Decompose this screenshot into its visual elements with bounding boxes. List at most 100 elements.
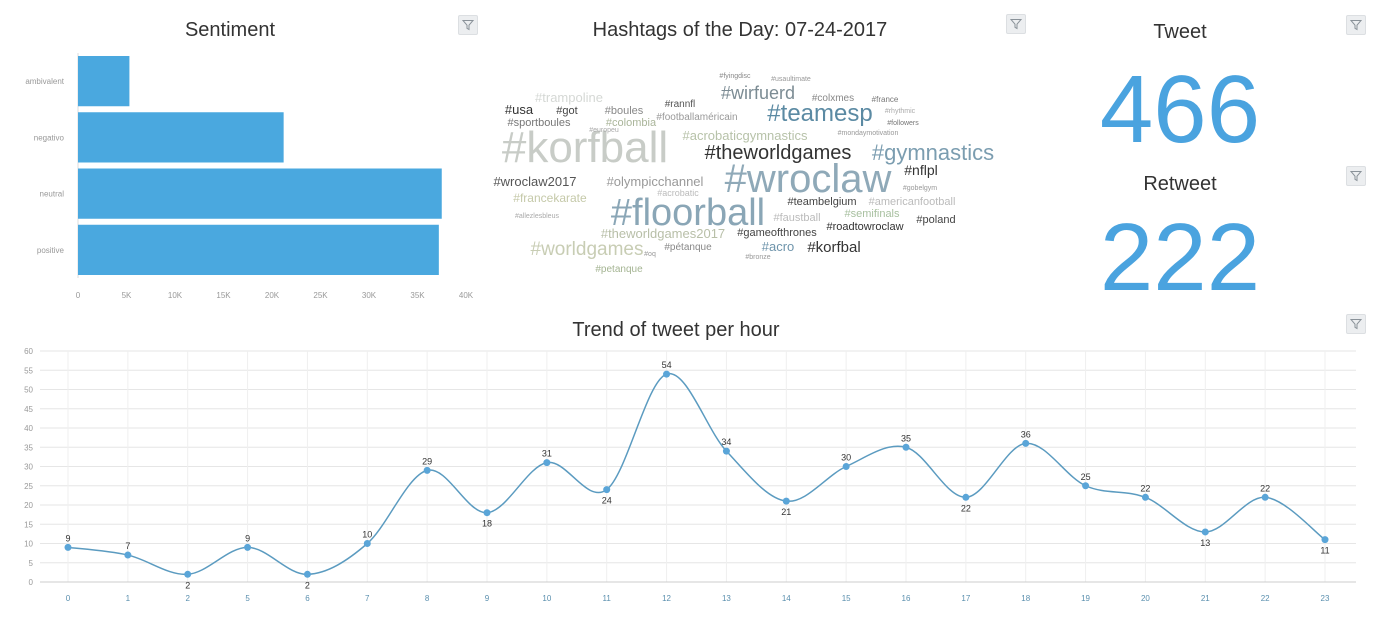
trend-data-label: 22 [1260,483,1270,493]
hashtag-word[interactable]: #boules [605,105,644,117]
trend-x-tick: 16 [902,594,911,603]
hashtag-word[interactable]: #poland [916,214,955,226]
sentiment-filter-button[interactable] [458,15,478,35]
sentiment-x-tick: 0 [76,291,81,300]
hashtag-word[interactable]: #petanque [595,264,643,275]
trend-point[interactable] [303,570,311,578]
hashtag-word[interactable]: #korfbal [807,239,860,256]
hashtag-word[interactable]: #colxmes [812,93,854,104]
hashtag-word[interactable]: #francekarate [513,191,587,205]
hashtag-word[interactable]: #theworldgames [705,142,852,164]
tweet-filter-button[interactable] [1346,15,1366,35]
hashtag-word[interactable]: #acrobaticgymnastics [683,128,808,143]
retweet-filter-button[interactable] [1346,166,1366,186]
trend-point[interactable] [244,543,252,551]
hashtag-word[interactable]: #teamesp [767,100,872,127]
hashtag-word[interactable]: #pétanque [664,242,712,253]
hashtag-word[interactable]: #wirfuerd [721,83,795,103]
trend-point[interactable] [902,443,910,451]
hashtag-word[interactable]: #gobelgym [903,185,937,192]
trend-y-tick: 25 [24,482,33,491]
trend-x-tick: 15 [842,594,851,603]
hashtag-word[interactable]: #acrobatic [657,188,699,198]
hashtags-filter-button[interactable] [1006,14,1026,34]
trend-point[interactable] [1141,493,1149,501]
trend-point[interactable] [663,370,671,378]
hashtag-word[interactable]: #roadtowroclaw [826,221,903,233]
trend-point[interactable] [124,551,132,559]
hashtag-word[interactable]: #got [556,105,577,117]
trend-point[interactable] [423,466,431,474]
hashtag-word[interactable]: #fyingdisc [719,73,751,80]
hashtag-word[interactable]: #gymnastics [872,140,994,165]
hashtag-word[interactable]: #wroclaw [725,157,892,201]
hashtag-word[interactable]: #nflpl [904,162,937,178]
hashtag-word[interactable]: #allezlesbleus [515,213,559,220]
trend-x-tick: 17 [961,594,970,603]
hashtag-word[interactable]: #korfball [502,123,668,172]
sentiment-category-label: negativo [34,133,65,142]
hashtag-word[interactable]: #mondaymotivation [838,130,899,137]
hashtag-word[interactable]: #bronze [745,254,770,261]
trend-x-tick: 21 [1201,594,1210,603]
hashtags-panel: Hashtags of the Day: 07-24-2017 [490,0,1040,310]
trend-point[interactable] [363,540,371,547]
trend-point[interactable] [1321,536,1329,544]
sentiment-bar-neutral[interactable] [78,168,442,219]
hashtag-word[interactable]: #wroclaw2017 [493,174,576,189]
hashtag-word[interactable]: #teambelgium [787,196,856,208]
hashtag-word[interactable]: #olympicchannel [607,174,704,189]
trend-point[interactable] [722,447,730,455]
trend-x-tick: 13 [722,594,731,603]
hashtag-word[interactable]: #oq [644,251,656,258]
hashtag-word[interactable]: #americanfootball [869,196,956,208]
trend-point[interactable] [962,493,970,501]
trend-x-tick: 2 [185,594,190,603]
hashtag-word[interactable]: #colombia [606,117,657,129]
sentiment-bar-positive[interactable] [78,224,439,275]
hashtag-word[interactable]: #france [872,95,899,104]
sentiment-bar-negativo[interactable] [78,112,284,163]
trend-filter-button[interactable] [1346,314,1366,334]
trend-data-label: 21 [781,507,791,517]
hashtag-word[interactable]: #semifinals [844,208,900,220]
hashtag-word[interactable]: #worldgames [531,239,644,260]
sentiment-category-label: neutral [40,190,65,199]
trend-x-tick: 14 [782,594,791,603]
trend-data-label: 22 [961,503,971,513]
hashtag-word[interactable]: #rhythmic [885,108,916,115]
trend-point[interactable] [64,543,72,551]
hashtag-word[interactable]: #rannfl [665,99,696,110]
trend-x-tick: 6 [305,594,310,603]
hashtag-word[interactable]: #acro [762,239,795,254]
trend-point[interactable] [184,570,192,578]
hashtag-word[interactable]: #europeu [589,127,619,134]
hashtag-word[interactable]: #floorball [611,192,765,234]
sentiment-category-label: positive [37,246,65,255]
hashtag-word[interactable]: #trampoline [535,90,603,105]
hashtag-word[interactable]: #followers [887,120,919,127]
sentiment-bar-ambivalent[interactable] [78,56,130,107]
trend-point[interactable] [543,459,551,467]
hashtag-word[interactable]: #sportboules [508,117,571,129]
trend-point[interactable] [1022,439,1030,447]
trend-y-tick: 5 [29,559,34,568]
trend-point[interactable] [1261,493,1269,501]
hashtag-word[interactable]: #gameofthrones [737,227,817,239]
hashtag-word[interactable]: #faustball [773,212,820,224]
trend-point[interactable] [483,509,491,517]
hashtag-word[interactable]: #usaultimate [771,76,811,83]
hashtag-word[interactable]: #footballaméricain [656,112,737,123]
hashtag-word[interactable]: #theworldgames2017 [601,226,725,241]
trend-x-tick: 9 [485,594,490,603]
trend-point[interactable] [1082,482,1090,490]
sentiment-x-tick: 40K [459,291,474,300]
trend-point[interactable] [782,497,790,505]
trend-point[interactable] [842,463,850,470]
trend-y-tick: 35 [24,443,33,452]
hashtag-wordcloud: #korfball #wroclaw#floorball #teamesp #thew… [493,73,994,275]
trend-data-label: 24 [602,496,612,506]
trend-point[interactable] [1201,528,1209,536]
hashtag-word[interactable]: #usa [505,102,534,117]
trend-point[interactable] [603,486,611,494]
